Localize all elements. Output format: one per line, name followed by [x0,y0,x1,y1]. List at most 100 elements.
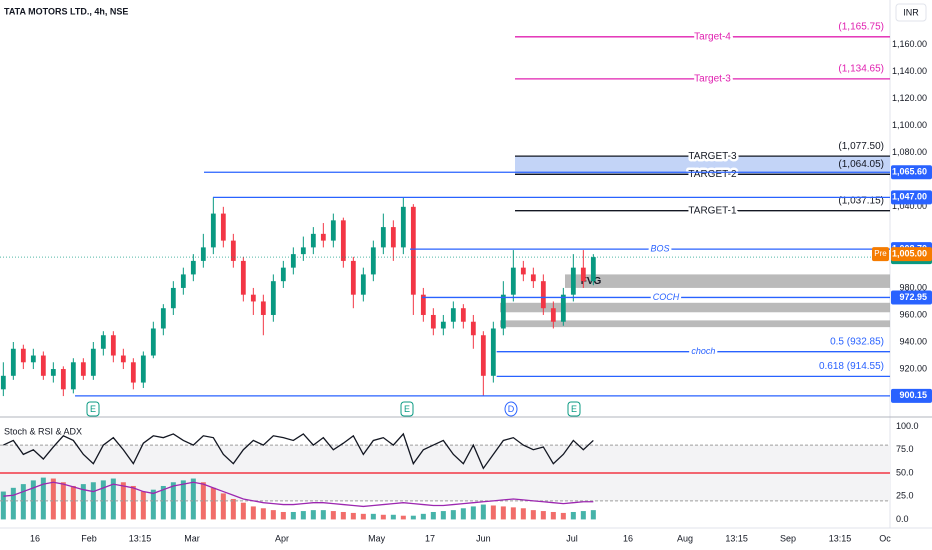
candle-body [450,308,456,322]
candle-body [580,267,586,282]
candle-body [210,213,216,248]
histogram-bar [530,510,536,520]
event-label: E [90,404,96,414]
symbol-title: TATA MOTORS LTD., 4h, NSE [4,6,128,16]
x-tick-label: Jun [476,533,491,543]
histogram-bar [310,510,316,520]
level-label: TARGET-1 [688,205,737,216]
main-pane: 1,160.00 1,140.00 1,120.00 1,100.00 1,080.00… [0,21,932,543]
x-tick-label: 16 [623,533,633,543]
level-price: 0.5 (932.85) [830,336,884,347]
histogram-bar [270,510,276,520]
candle-body [540,281,546,309]
event-badge [504,401,518,417]
histogram-bar [460,508,466,520]
candle-body [280,267,286,282]
histogram-bar [430,511,436,520]
y-tick-label: 1,120.00 [892,93,927,103]
candle-body [480,335,486,376]
candle-body [40,355,46,376]
level-label: Target-4 [694,31,731,42]
candle-body [120,355,126,363]
price-tag [891,290,932,305]
candle-body [90,348,96,376]
histogram-bar [480,504,486,520]
histogram-bar [110,478,116,520]
candle-body [320,233,326,241]
histogram-bar [470,506,476,520]
candle-body [110,335,116,356]
currency: INR [903,7,919,17]
x-tick-label: May [368,533,386,543]
histogram-bar [420,513,426,520]
candle-body [520,267,526,275]
price-tag [891,190,932,205]
histogram-bar [200,482,206,520]
zone [500,320,890,328]
x-tick-label: 13:15 [829,533,852,543]
histogram-bar [550,511,556,520]
indicator-line [3,481,594,508]
candle-body [400,206,406,248]
y2-tick-label: 100.0 [896,421,919,431]
level-price: (1,064.05) [838,159,884,170]
histogram-bar [500,506,506,520]
candle-body [470,321,476,336]
candle-body [360,274,366,295]
candle-body [0,375,6,390]
level-price: (1,134.65) [838,64,884,75]
histogram-bar [40,477,46,520]
histogram-bar [290,511,296,520]
x-tick-label: Sep [780,533,796,543]
histogram-bar [350,512,356,520]
histogram-bar [170,482,176,520]
zone [565,274,890,288]
price-tag-label: 972.95 [899,292,927,302]
candle-body [200,247,206,261]
candle-body [490,328,496,376]
x-tick-label: Jul [566,533,578,543]
candle-body [70,362,76,390]
histogram-bar [190,478,196,520]
candle-body [440,321,446,329]
x-tick-label: Mar [184,533,200,543]
level-label: TARGET-2 [688,169,737,180]
x-tick-label: Feb [81,533,97,543]
candle-body [380,227,386,248]
histogram-bar [160,485,166,520]
y-tick-label: 980.00 [899,282,927,292]
level-price: (1,077.50) [838,141,884,152]
zone [500,302,890,313]
y2-tick-label: 25.0 [896,491,914,501]
event-badge [86,401,100,417]
candle-body [330,220,336,241]
candle-body [430,314,436,329]
histogram-bar [440,511,446,520]
histogram-bar [0,491,6,520]
candle-body [510,267,516,295]
x-tick-label: Apr [275,533,289,543]
level-label: Target-3 [694,74,731,85]
candle-body [560,294,566,322]
event-label: E [571,404,577,414]
candle-body [140,355,146,383]
histogram-bar [260,508,266,520]
histogram-bar [330,511,336,520]
candle-body [50,369,56,376]
level-price: 0.618 (914.55) [819,361,884,372]
y2-tick-label: 75.0 [896,444,914,454]
histogram-bar [300,511,306,520]
candle-body [20,348,26,363]
price-tag [891,388,932,403]
histogram-bar [380,514,386,520]
x-tick-label: 13:15 [725,533,748,543]
histogram-bar [280,511,286,520]
candle-body [590,257,596,282]
histogram-bar [30,480,36,520]
y-tick-label: 1,040.00 [892,201,927,211]
candle-body [530,274,536,282]
histogram-bar [140,491,146,520]
histogram-bar [390,514,396,520]
candle-body [230,240,236,261]
candle-body [10,348,16,376]
